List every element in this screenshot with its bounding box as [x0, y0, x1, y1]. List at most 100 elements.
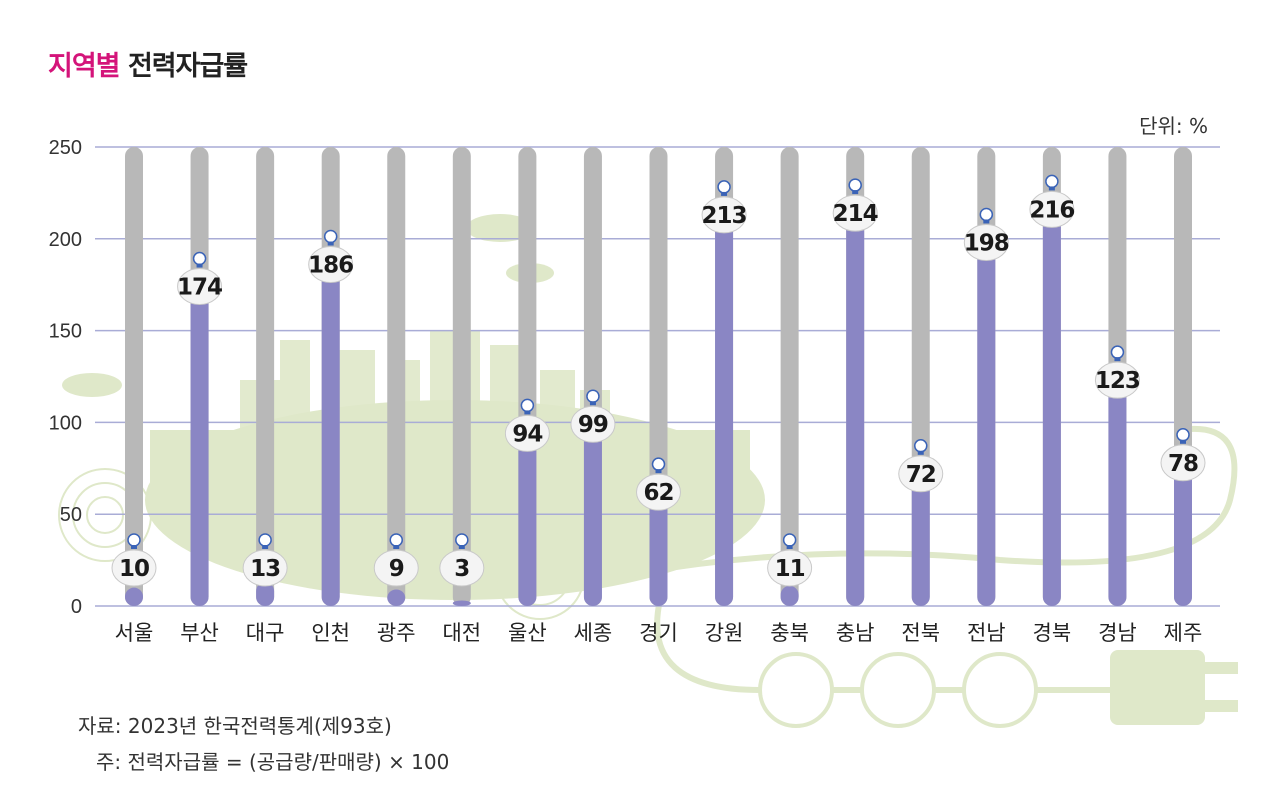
building-shape	[280, 340, 310, 440]
icon-circle	[758, 652, 834, 728]
x-tick-label: 인천	[311, 621, 350, 645]
title-main: 전력자급률	[127, 51, 248, 82]
ripple-circle	[58, 468, 152, 562]
lightbulb-icon	[192, 251, 207, 266]
lightbulb-icon	[717, 180, 731, 194]
bar	[1174, 462, 1192, 606]
bar-group: 3	[439, 147, 485, 606]
lightbulb-base	[1048, 186, 1055, 191]
bar-group: 186	[308, 147, 354, 606]
value-badge	[111, 549, 157, 587]
y-tick-label: 250	[49, 137, 82, 159]
unit-label: 단위: %	[1139, 114, 1208, 138]
lightbulb-icon	[389, 533, 403, 547]
x-tick-label: 경기	[639, 621, 678, 645]
bar-group: 94	[504, 147, 550, 606]
bar	[649, 492, 668, 606]
bar	[387, 589, 406, 606]
bar	[125, 587, 143, 606]
lightbulb-icon	[520, 398, 535, 413]
value-label: 186	[308, 253, 353, 279]
plug-prong	[1200, 700, 1238, 712]
x-tick-label: 경북	[1033, 621, 1072, 645]
bar	[1108, 380, 1127, 606]
lightbulb-base	[458, 545, 465, 549]
value-label: 198	[964, 230, 1009, 256]
bar-group: 62	[636, 147, 681, 606]
value-badge	[1029, 190, 1075, 228]
lightbulb-base	[917, 450, 924, 455]
lightbulb-base	[786, 545, 793, 549]
value-label: 13	[250, 556, 280, 582]
lightbulb-base	[852, 190, 859, 195]
x-tick-label: 충북	[770, 621, 809, 645]
value-badge	[504, 414, 550, 452]
value-label: 99	[578, 412, 608, 438]
value-label: 72	[906, 462, 936, 488]
bar	[715, 214, 734, 606]
value-label: 3	[454, 556, 469, 582]
value-badge	[242, 549, 288, 587]
cloud-shape	[466, 214, 534, 242]
x-tick-label: 강원	[705, 621, 744, 645]
bar-group: 99	[570, 147, 616, 606]
value-label: 216	[1029, 197, 1074, 223]
ripple-circle	[86, 496, 124, 534]
cable-line	[654, 599, 1110, 693]
y-axis-ticks: 0 50 100 150 200 250	[49, 137, 82, 618]
lightbulb-base	[196, 263, 203, 268]
value-label: 62	[643, 480, 673, 506]
lightbulb-base	[524, 410, 531, 415]
lightbulb-icon	[979, 207, 994, 222]
x-tick-label: 부산	[180, 621, 219, 645]
lightbulb-icon	[914, 439, 928, 453]
bar-group: 10	[111, 147, 157, 606]
lightbulb-base	[1180, 439, 1186, 444]
lightbulb-icon	[258, 533, 272, 547]
bar-group: 9	[373, 147, 419, 606]
cable-line	[599, 425, 1238, 583]
value-label: 78	[1168, 451, 1198, 477]
value-badge	[373, 549, 419, 587]
bar	[190, 286, 209, 606]
bar	[780, 585, 799, 606]
bar-track	[780, 147, 799, 606]
bar-group: 216	[1029, 147, 1075, 606]
bar	[977, 242, 996, 607]
lightbulb-base	[721, 191, 728, 196]
value-badge	[177, 268, 223, 306]
lightbulb-base	[983, 219, 990, 224]
y-tick-label: 150	[49, 321, 82, 343]
value-label: 9	[389, 556, 404, 582]
value-badge	[832, 194, 878, 232]
value-badge	[963, 223, 1009, 261]
x-tick-label: 제주	[1164, 621, 1203, 645]
x-tick-label: 대구	[246, 621, 285, 645]
bar-group: 198	[963, 147, 1010, 607]
value-label: 10	[119, 556, 149, 582]
x-axis-labels: 서울 부산 대구 인천 광주 대전 울산 세종 경기 강원 충북 충남 전북 전남 경북 경남 제주	[115, 621, 1203, 645]
bar-group: 213	[702, 147, 748, 606]
value-badge	[767, 549, 813, 587]
footnotes: 자료: 2023년 한국전력통계(제93호) 주: 전력자급률 = (공급량/판…	[78, 708, 449, 780]
lightbulb-icon	[1110, 345, 1125, 359]
source-note: 자료: 2023년 한국전력통계(제93호)	[78, 714, 392, 738]
bar-group: 214	[832, 147, 879, 606]
title-prefix: 지역별	[48, 51, 121, 82]
bar	[846, 213, 865, 606]
plug-prong	[1200, 662, 1238, 674]
lightbulb-icon	[127, 533, 141, 547]
bar-group: 123	[1095, 147, 1141, 606]
plug-shape	[1110, 650, 1205, 725]
x-tick-label: 울산	[508, 621, 547, 645]
bar	[321, 264, 340, 606]
lightbulb-icon	[1176, 428, 1190, 442]
background-illustration	[58, 214, 1238, 728]
value-badge	[636, 473, 681, 511]
bar-group: 13	[242, 147, 288, 606]
x-tick-label: 대전	[442, 621, 481, 645]
value-label: 214	[833, 201, 878, 227]
bar	[911, 473, 930, 606]
bar	[256, 582, 275, 606]
